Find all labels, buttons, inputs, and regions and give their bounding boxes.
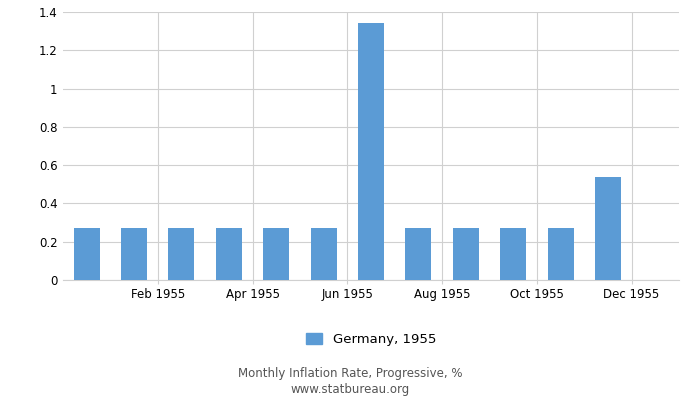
Bar bbox=[263, 228, 289, 280]
Bar bbox=[169, 228, 195, 280]
Legend: Germany, 1955: Germany, 1955 bbox=[300, 327, 442, 353]
Text: www.statbureau.org: www.statbureau.org bbox=[290, 384, 410, 396]
Bar bbox=[453, 228, 479, 280]
Bar bbox=[405, 228, 431, 280]
Bar bbox=[358, 24, 384, 280]
Bar bbox=[74, 228, 99, 280]
Bar bbox=[121, 228, 147, 280]
Bar bbox=[500, 228, 526, 280]
Bar bbox=[216, 228, 242, 280]
Bar bbox=[311, 228, 337, 280]
Bar bbox=[595, 177, 621, 280]
Bar bbox=[547, 228, 573, 280]
Text: Monthly Inflation Rate, Progressive, %: Monthly Inflation Rate, Progressive, % bbox=[238, 368, 462, 380]
